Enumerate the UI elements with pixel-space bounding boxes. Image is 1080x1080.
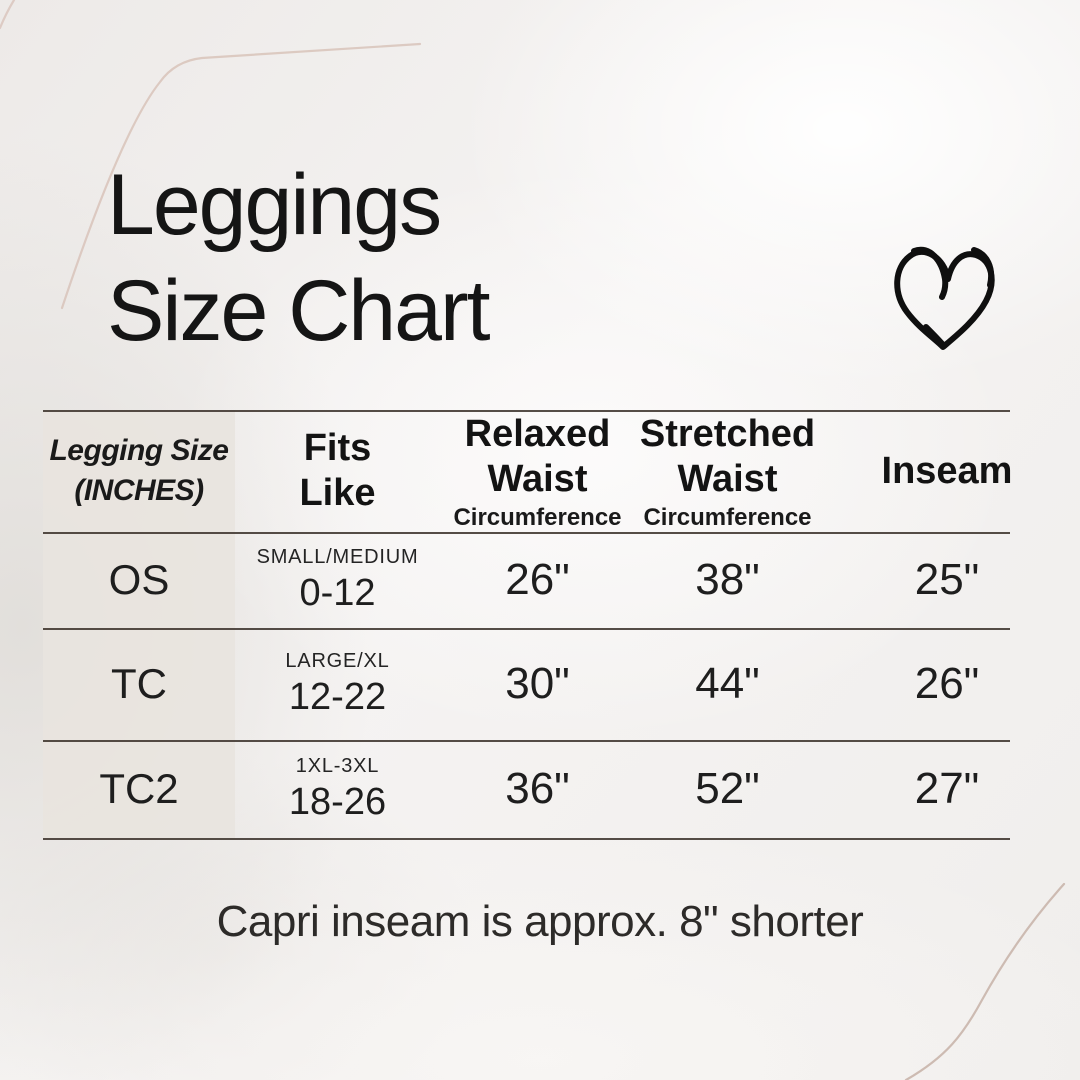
cell-size: TC — [111, 660, 167, 707]
cell-stretched-waist: 44" — [695, 659, 760, 708]
table-row-tc2: TC2 1XL-3XL 18-26 36" 52" 27" — [43, 740, 1010, 838]
cell-inseam: 25" — [914, 555, 980, 604]
heart-icon — [894, 246, 995, 350]
table-rule — [43, 410, 1010, 412]
cell-inseam: 26" — [914, 659, 980, 708]
table-rule — [43, 740, 1010, 742]
table-rule — [43, 838, 1010, 840]
cell-relaxed-waist: 36" — [505, 764, 570, 813]
cell-fits-like: SMALL/MEDIUM 0-12 — [256, 545, 419, 614]
header-inseam: Inseam — [881, 449, 1013, 492]
table-rule — [43, 532, 1010, 534]
header-fits-like: Fits Like — [299, 427, 376, 514]
cell-size: OS — [108, 556, 170, 603]
cell-inseam: 27" — [914, 764, 980, 813]
corner-line-bottom-right — [904, 882, 1066, 1080]
cell-stretched-waist: 52" — [695, 764, 760, 813]
cell-relaxed-waist: 26" — [505, 555, 570, 604]
size-column-highlight — [43, 410, 235, 838]
cell-stretched-waist: 38" — [695, 555, 760, 604]
cell-fits-like: 1XL-3XL 18-26 — [288, 754, 387, 823]
page-title: Leggings Size Chart — [107, 152, 490, 364]
header-legging-size: Legging Size (INCHES) — [49, 434, 229, 507]
table-row-tc: TC LARGE/XL 12-22 30" 44" 26" — [43, 628, 1010, 740]
capri-inseam-footnote: Capri inseam is approx. 8" shorter — [216, 897, 864, 946]
title-line-2: Size Chart — [107, 263, 490, 359]
table-row-os: OS SMALL/MEDIUM 0-12 26" 38" 25" — [43, 532, 1010, 628]
corner-line-top-left — [60, 42, 422, 310]
table-rule — [43, 628, 1010, 630]
cell-fits-like: LARGE/XL 12-22 — [285, 649, 390, 718]
header-stretched-waist: Stretched Waist Circumference — [639, 412, 816, 531]
header-relaxed-waist: Relaxed Waist Circumference — [453, 412, 622, 531]
cell-size: TC2 — [99, 765, 179, 812]
title-line-1: Leggings — [107, 157, 442, 253]
size-chart-table: Legging Size (INCHES) Fits Like Relaxed … — [43, 410, 1012, 840]
cell-relaxed-waist: 30" — [505, 659, 570, 708]
table-header-row: Legging Size (INCHES) Fits Like Relaxed … — [43, 410, 1012, 532]
